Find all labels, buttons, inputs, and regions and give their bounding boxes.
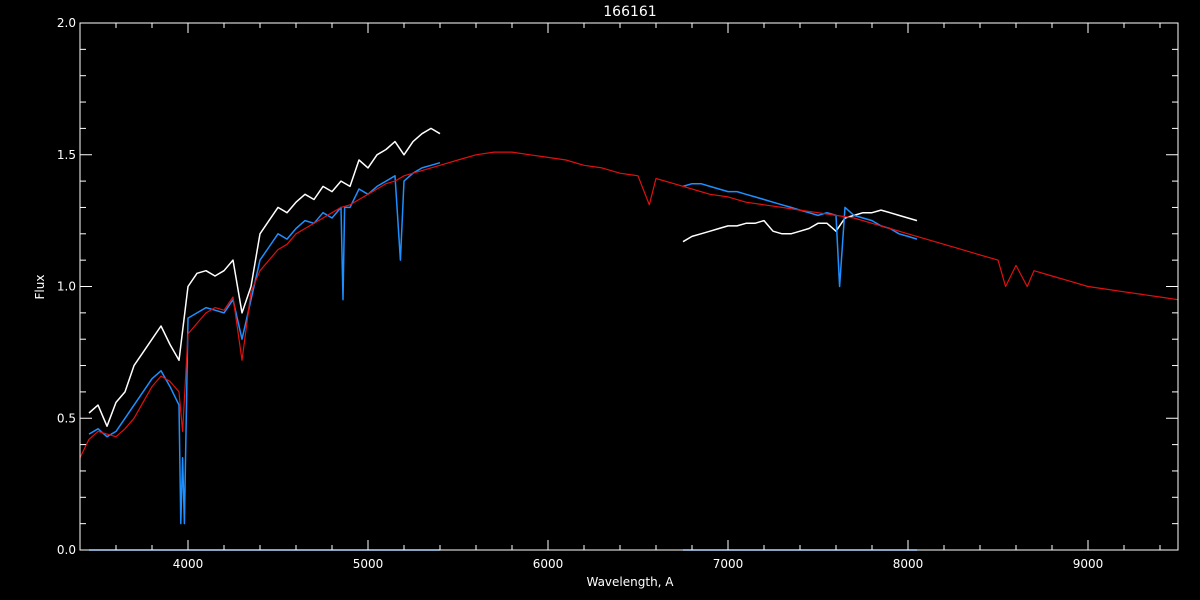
x-tick-label: 4000 xyxy=(173,557,204,571)
x-tick-label: 9000 xyxy=(1073,557,1104,571)
series-line-blue-3 xyxy=(682,182,918,288)
series-line-white-0 xyxy=(88,127,441,427)
y-tick-label: 2.0 xyxy=(57,16,76,30)
x-tick-label: 7000 xyxy=(713,557,744,571)
x-tick-label: 8000 xyxy=(893,557,924,571)
y-tick-label: 1.0 xyxy=(57,280,76,294)
x-tick-label: 6000 xyxy=(533,557,564,571)
series-line-blue-2 xyxy=(88,161,441,525)
series-line-red-4 xyxy=(79,151,1179,459)
y-tick-label: 0.5 xyxy=(57,411,76,425)
y-tick-label: 0.0 xyxy=(57,543,76,557)
y-tick-label: 1.5 xyxy=(57,148,76,162)
series-line-white-1 xyxy=(682,209,918,243)
axes-layer: 4000 5000 6000 7000 8000 9000 0.0 0.5 1.0 1.5 2.0 xyxy=(57,16,1179,571)
x-axis-label: Wavelength, A xyxy=(586,575,674,589)
chart-title: 166161 xyxy=(603,4,656,20)
x-tick-label: 5000 xyxy=(353,557,384,571)
y-axis-label: Flux xyxy=(33,275,47,300)
